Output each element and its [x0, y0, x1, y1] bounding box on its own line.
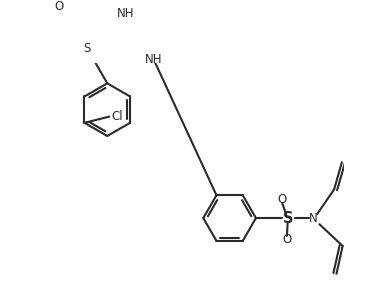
Text: O: O	[54, 0, 63, 13]
Text: NH: NH	[144, 53, 162, 66]
Text: O: O	[282, 233, 291, 246]
Text: Cl: Cl	[112, 110, 123, 123]
Text: S: S	[283, 211, 294, 226]
Text: O: O	[278, 193, 287, 206]
Text: N: N	[309, 212, 318, 224]
Text: S: S	[84, 42, 91, 55]
Text: NH: NH	[117, 7, 135, 20]
